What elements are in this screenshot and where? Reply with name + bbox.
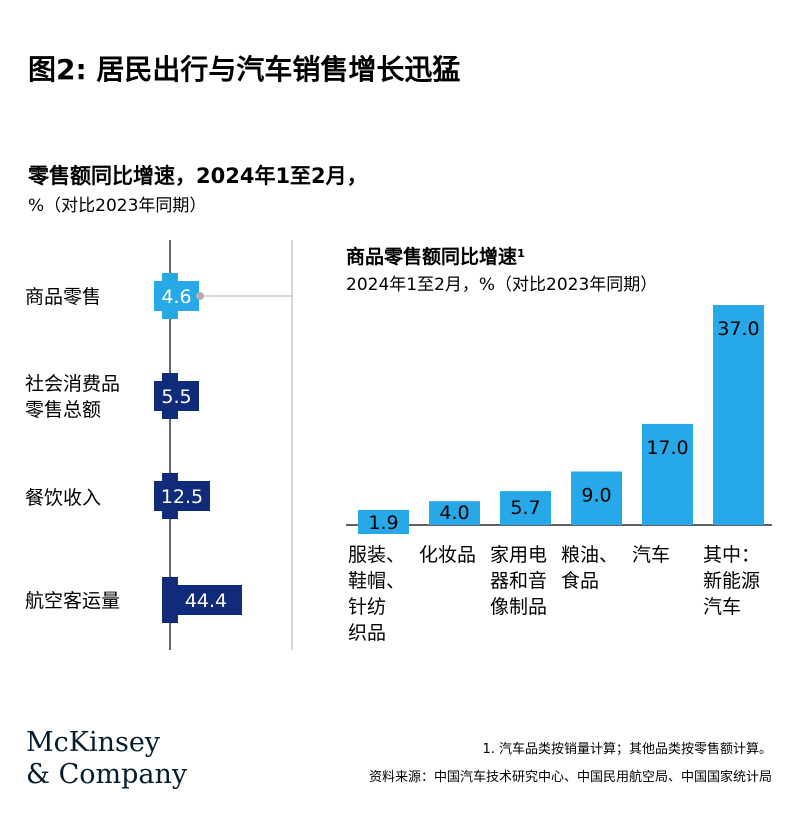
- right-category-label: 服装、鞋帽、针纺织品: [348, 542, 405, 646]
- right-category-label-line: 器和音: [490, 570, 548, 592]
- right-category-label-line: 汽车: [632, 544, 671, 566]
- connector-dot: [196, 292, 204, 300]
- mckinsey-logo: McKinsey & Company: [26, 727, 187, 791]
- left-label-box: [154, 281, 199, 311]
- left-category-label-line: 航空客运量: [25, 590, 121, 612]
- right-bar: [571, 471, 622, 525]
- left-category-label-line: 零售总额: [25, 399, 102, 421]
- right-bar: [642, 423, 693, 525]
- left-category-label: 航空客运量: [25, 588, 120, 614]
- left-label-box: [154, 381, 199, 411]
- right-category-label-line: 鞋帽、: [348, 570, 406, 592]
- right-category-label: 其中： 新能源汽车: [703, 542, 760, 620]
- right-category-label-line: 织品: [348, 622, 387, 644]
- left-category-label-line: 商品零售: [25, 286, 102, 308]
- right-category-label: 家用电 器和音 像制品: [490, 542, 547, 620]
- source-note: 资料来源：中国汽车技术研究中心、中国民用航空局、中国国家统计局: [368, 770, 772, 785]
- right-data-label: 37.0: [717, 318, 759, 340]
- page-title: 图2: 居民出行与汽车销售增长迅猛: [28, 53, 461, 86]
- left-category-label: 社会消费品 零售总额: [25, 371, 120, 423]
- right-chart-title: 商品零售额同比增速¹: [346, 246, 526, 268]
- right-data-label: 5.7: [510, 497, 540, 519]
- right-category-label-line: 像制品: [490, 596, 548, 618]
- right-category-label: 粮油、 食品: [561, 542, 618, 594]
- right-category-label: 化妆品: [419, 542, 476, 568]
- footnote: 1. 汽车品类按销量计算；其他品类按零售额计算。: [482, 742, 772, 757]
- left-label-box: [170, 585, 242, 615]
- logo-line-2: & Company: [26, 759, 188, 790]
- left-chart-subtitle: %（对比2023年同期）: [28, 196, 207, 216]
- left-label-box: [154, 481, 210, 511]
- left-data-label: 12.5: [161, 486, 203, 508]
- left-data-label: 4.6: [161, 286, 191, 308]
- right-data-label: 4.0: [439, 502, 469, 524]
- left-chart-title: 零售额同比增速，2024年1至2月，: [28, 164, 368, 188]
- left-category-label: 商品零售: [25, 284, 101, 310]
- right-category-label-line: 其中：: [703, 544, 761, 566]
- right-data-label: 9.0: [581, 484, 611, 506]
- right-category-label-line: 针纺: [348, 596, 387, 618]
- logo-line-1: McKinsey: [26, 727, 161, 758]
- right-bar: [713, 305, 764, 525]
- right-data-label: 1.9: [368, 512, 398, 534]
- right-label-box: [358, 510, 409, 534]
- right-category-label-line: 服装、: [348, 544, 406, 566]
- left-data-label: 5.5: [161, 386, 191, 408]
- left-category-label: 餐饮收入: [25, 485, 101, 511]
- right-category-label-line: 新能源: [703, 570, 761, 592]
- right-category-label-line: 食品: [561, 570, 600, 592]
- right-category-label-line: 粮油、: [561, 544, 619, 566]
- right-category-label-line: 汽车: [703, 596, 742, 618]
- right-category-label-line: 家用电: [490, 544, 548, 566]
- right-chart-subtitle: 2024年1至2月，%（对比2023年同期）: [346, 275, 658, 295]
- right-category-label: 汽车: [632, 542, 670, 568]
- left-data-label: 44.4: [185, 590, 227, 612]
- right-bar: [429, 501, 480, 525]
- left-category-label-line: 餐饮收入: [25, 487, 102, 509]
- right-bar: [500, 491, 551, 525]
- left-category-label-line: 社会消费品: [25, 373, 121, 395]
- right-category-label-line: 化妆品: [419, 544, 477, 566]
- right-data-label: 17.0: [646, 437, 688, 459]
